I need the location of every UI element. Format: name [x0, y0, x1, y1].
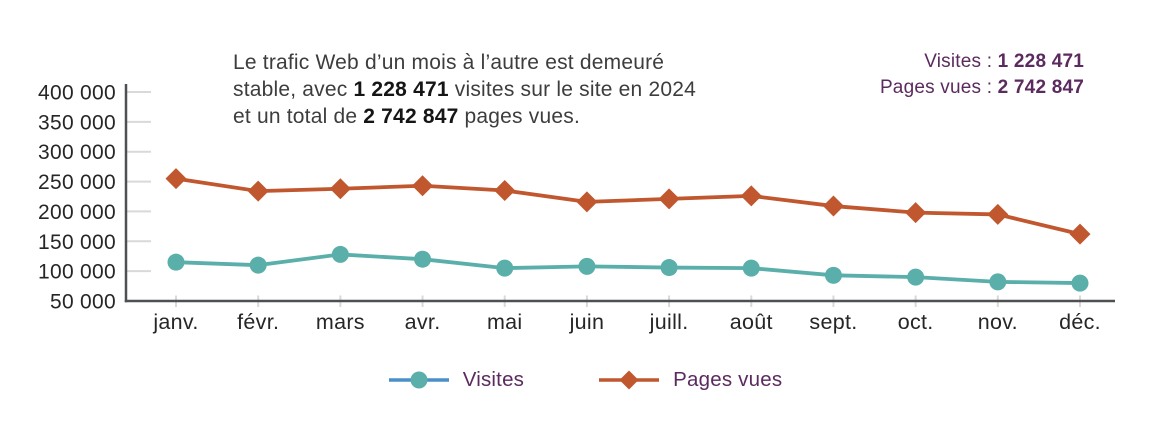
- chart-legend: Visites Pages vues: [0, 368, 1170, 392]
- stat-visites-label: Visites :: [924, 51, 993, 72]
- y-axis-tick-label: 150 000: [38, 231, 116, 254]
- data-point-pages-vues: [494, 180, 516, 202]
- chart-annotation: Le trafic Web d’un mois à l’autre est de…: [233, 49, 696, 130]
- data-point-pages-vues: [905, 202, 927, 224]
- x-axis-tick-label: juill.: [649, 310, 689, 334]
- x-axis-tick-label: sept.: [809, 310, 857, 334]
- annotation-line-3: et un total de 2 742 847 pages vues.: [233, 103, 696, 130]
- annotation-line-1: Le trafic Web d’un mois à l’autre est de…: [233, 49, 696, 76]
- annotation-text: stable, avec: [233, 78, 354, 101]
- y-axis-tick-label: 350 000: [38, 111, 116, 134]
- stat-pages-vues-label: Pages vues :: [879, 77, 993, 98]
- data-point-visites: [578, 257, 596, 275]
- x-axis-tick-label: avr.: [405, 310, 441, 334]
- series-line-visites: [174, 252, 1082, 285]
- data-point-pages-vues: [165, 168, 187, 190]
- data-point-visites: [496, 259, 514, 277]
- visites-line-marker-icon: [388, 371, 449, 389]
- legend-label-pages-vues: Pages vues: [673, 368, 783, 391]
- data-point-pages-vues: [412, 175, 434, 197]
- stat-visites: Visites : 1 228 471: [880, 49, 1084, 75]
- legend-label-visites: Visites: [462, 368, 525, 391]
- data-point-pages-vues: [822, 195, 844, 217]
- y-axis-tick-label: 200 000: [38, 201, 116, 224]
- annotation-text: visites sur le site en 2024: [448, 78, 696, 101]
- summary-stats: Visites : 1 228 471 Pages vues : 2 742 8…: [880, 49, 1084, 101]
- data-point-visites: [989, 273, 1007, 291]
- data-point-visites: [1071, 274, 1089, 292]
- stat-visites-value: 1 228 471: [997, 51, 1084, 72]
- stat-pages-vues: Pages vues : 2 742 847: [880, 75, 1084, 101]
- data-point-visites: [414, 250, 432, 268]
- x-axis-tick-label: oct.: [898, 310, 934, 334]
- annotation-text: pages vues.: [458, 105, 580, 128]
- y-axis-tick-label: 400 000: [38, 82, 116, 105]
- x-axis-tick-label: févr.: [237, 310, 279, 334]
- x-axis-tick-label: mars: [316, 310, 365, 334]
- x-axis-tick-label: mai: [487, 310, 523, 334]
- data-point-pages-vues: [329, 178, 351, 200]
- annotation-text: et un total de: [233, 105, 364, 128]
- y-axis-tick-label: 50 000: [50, 291, 116, 314]
- annotation-line-2: stable, avec 1 228 471 visites sur le si…: [233, 76, 696, 103]
- stat-pages-vues-value: 2 742 847: [997, 77, 1084, 98]
- x-axis-tick-label: août: [730, 310, 773, 334]
- data-point-visites: [824, 266, 842, 284]
- data-point-visites: [907, 268, 925, 286]
- data-point-pages-vues: [1069, 223, 1091, 245]
- x-axis-tick-label: déc.: [1059, 310, 1101, 334]
- legend-item-pages-vues: Pages vues: [598, 368, 782, 392]
- data-point-visites: [660, 259, 678, 277]
- series-line-pages-vues: [174, 176, 1082, 237]
- data-point-pages-vues: [247, 180, 269, 202]
- data-point-visites: [249, 256, 267, 274]
- data-point-pages-vues: [658, 188, 680, 210]
- annotation-text: Le trafic Web d’un mois à l’autre est de…: [233, 51, 665, 74]
- data-point-pages-vues: [987, 203, 1009, 225]
- visites-legend-marker: [410, 371, 428, 389]
- x-axis-tick-label: nov.: [978, 310, 1018, 334]
- y-axis-tick-label: 300 000: [38, 141, 116, 164]
- x-axis-tick-label: janv.: [152, 310, 198, 334]
- pages-vues-line-marker-icon: [599, 370, 660, 390]
- data-point-pages-vues: [576, 191, 598, 213]
- legend-item-visites: Visites: [388, 368, 524, 392]
- annotation-visits-total: 1 228 471: [353, 78, 449, 101]
- data-point-visites: [167, 253, 185, 271]
- pages-vues-legend-marker: [619, 370, 639, 390]
- data-point-pages-vues: [740, 185, 762, 207]
- y-axis-tick-label: 100 000: [38, 261, 116, 284]
- y-axis-tick-label: 250 000: [38, 171, 116, 194]
- data-point-visites: [331, 245, 349, 263]
- data-point-visites: [742, 259, 760, 277]
- annotation-pageviews-total: 2 742 847: [363, 105, 459, 128]
- x-axis-tick-label: juin: [569, 310, 605, 334]
